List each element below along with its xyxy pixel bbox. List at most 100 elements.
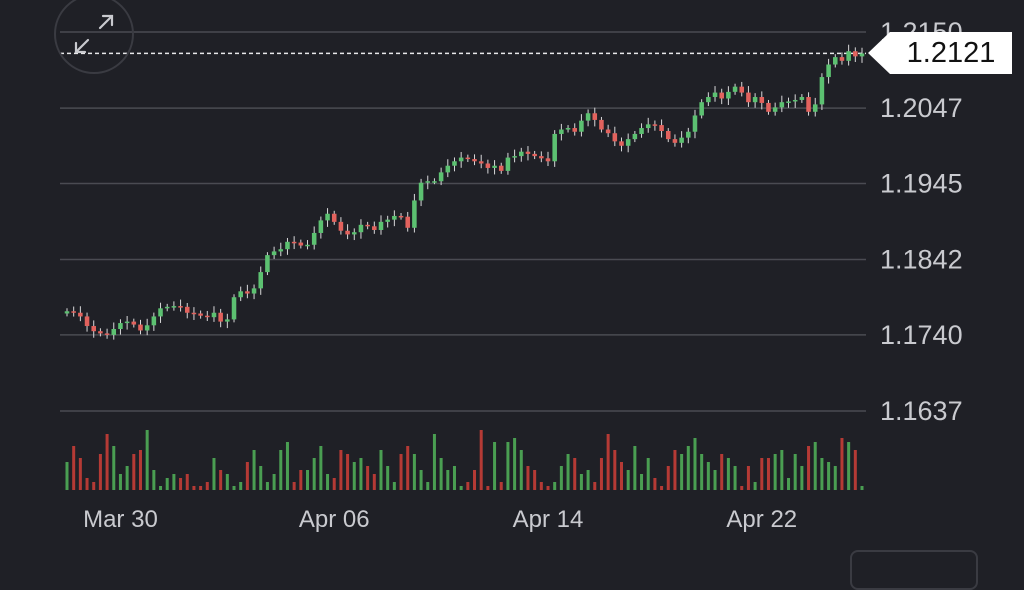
candle-body	[759, 97, 765, 103]
candle-body	[599, 119, 604, 130]
candle-body	[218, 312, 223, 322]
volume-bar	[432, 434, 436, 490]
volume-bar	[599, 458, 603, 490]
candle-body	[458, 157, 464, 162]
volume-bar	[199, 486, 203, 490]
candle-body	[819, 77, 825, 105]
candle-body	[652, 124, 658, 126]
volume-bar	[573, 458, 577, 490]
candle-body	[833, 57, 838, 65]
candle-body	[806, 97, 811, 112]
candle-body	[432, 181, 437, 183]
expand-button[interactable]	[54, 0, 134, 74]
candle-body	[706, 97, 711, 103]
volume-bar	[339, 450, 343, 490]
volume-bar	[172, 474, 176, 490]
volume-bar	[566, 454, 570, 490]
volume-bar	[312, 458, 316, 490]
corner-button[interactable]	[850, 550, 978, 590]
candle-body	[305, 244, 310, 247]
volume-bar	[646, 458, 650, 490]
candle-body	[238, 291, 243, 298]
volume-bar	[245, 462, 249, 490]
volume-bar	[406, 446, 410, 490]
volume-bar	[680, 454, 684, 490]
candle-body	[358, 224, 364, 233]
volume-bar	[860, 486, 864, 490]
candle-body	[84, 316, 90, 327]
candle-body	[639, 128, 644, 134]
candle-body	[826, 64, 831, 78]
candle-body	[184, 306, 190, 313]
candle-body	[331, 213, 337, 222]
volume-bar	[693, 438, 697, 490]
volume-bar	[720, 454, 724, 490]
volume-bar	[399, 454, 403, 490]
volume-bar	[586, 470, 590, 490]
volume-bar	[259, 466, 263, 490]
volume-bar	[112, 446, 116, 490]
candle-body	[545, 158, 551, 162]
candle-body	[846, 51, 851, 61]
volume-bar	[553, 482, 557, 490]
volume-bar	[252, 450, 256, 490]
volume-bar	[840, 438, 844, 490]
volume-bar	[660, 486, 664, 490]
volume-bar	[232, 486, 236, 490]
candle-body	[78, 312, 83, 317]
candle-body	[151, 316, 157, 326]
candle-body	[552, 133, 557, 162]
candle-body	[231, 297, 237, 320]
volume-bar	[686, 446, 690, 490]
candle-body	[592, 113, 598, 120]
candle-body	[171, 306, 177, 308]
volume-bar	[205, 482, 209, 490]
candle-body	[385, 219, 390, 222]
candle-body	[205, 315, 210, 318]
candle-body	[619, 141, 624, 146]
volume-bar	[366, 466, 370, 490]
volume-bar	[533, 470, 537, 490]
volume-bar	[299, 470, 303, 490]
volume-bar	[539, 482, 543, 490]
candle-body	[438, 172, 444, 182]
candle-body	[298, 242, 304, 246]
volume-bar	[332, 478, 336, 490]
volume-bar	[285, 442, 289, 490]
volume-bar	[506, 442, 510, 490]
candle-body	[472, 159, 477, 162]
volume-bar	[346, 454, 350, 490]
volume-bar	[780, 450, 784, 490]
candle-body	[338, 221, 344, 231]
volume-bar	[138, 450, 142, 490]
volume-bar	[412, 454, 416, 490]
volume-bar	[807, 446, 811, 490]
candle-body	[498, 165, 504, 171]
volume-bar	[219, 470, 223, 490]
y-tick-label: 1.1740	[880, 320, 963, 350]
candle-body	[225, 319, 230, 322]
candle-body	[812, 104, 818, 112]
candle-body	[632, 133, 638, 140]
volume-bar	[666, 466, 670, 490]
candle-body	[799, 97, 805, 100]
candle-body	[64, 311, 70, 314]
x-tick-label: Apr 22	[726, 506, 797, 533]
candle-body	[559, 129, 564, 134]
candle-body	[712, 92, 718, 98]
candle-body	[198, 313, 203, 316]
volume-bar	[212, 458, 216, 490]
candle-body	[425, 181, 431, 183]
volume-bar	[118, 474, 122, 490]
volume-bar	[813, 442, 817, 490]
volume-bar	[800, 466, 804, 490]
volume-bar	[72, 446, 76, 490]
candle-body	[278, 249, 284, 252]
candle-body	[452, 161, 457, 166]
volume-bar	[379, 450, 383, 490]
volume-bar	[640, 474, 644, 490]
candle-body	[318, 220, 324, 233]
candle-body	[732, 86, 738, 92]
candle-body	[839, 57, 845, 61]
volume-bar	[653, 478, 657, 490]
